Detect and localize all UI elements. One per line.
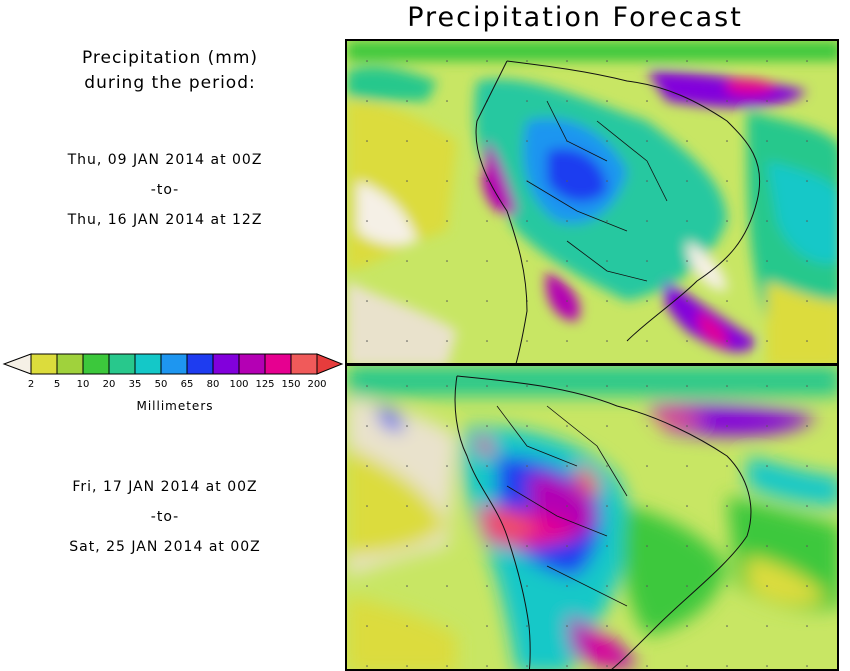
colorbar-tick-label: 35 <box>128 379 142 390</box>
colorbar-under-arrow <box>2 353 32 375</box>
colorbar-tick-label: 10 <box>76 379 90 390</box>
colorbar-tick-label: 5 <box>53 379 61 390</box>
colorbar-tick-label: 2 <box>27 379 35 390</box>
forecast-map-period2 <box>345 364 839 671</box>
period2-start: Fri, 17 JAN 2014 at 00Z <box>72 479 258 495</box>
colorbar-segment <box>212 353 240 375</box>
colorbar-unit-label: Millimeters <box>136 399 214 413</box>
colorbar-segment <box>134 353 162 375</box>
period1-end: Thu, 16 JAN 2014 at 12Z <box>67 212 263 228</box>
colorbar-tick-label: 20 <box>102 379 116 390</box>
subtitle-line2: during the period: <box>84 73 256 93</box>
period1-to: -to- <box>150 182 180 198</box>
colorbar-over-arrow <box>316 353 344 375</box>
page-title: Precipitation Forecast <box>407 2 743 33</box>
colorbar-segment <box>264 353 292 375</box>
colorbar-tick-label: 50 <box>154 379 168 390</box>
colorbar-segment <box>108 353 136 375</box>
colorbar-segment <box>290 353 318 375</box>
colorbar-tick-label: 100 <box>229 379 249 390</box>
colorbar-segment <box>82 353 110 375</box>
colorbar-segment <box>160 353 188 375</box>
colorbar-segment <box>186 353 214 375</box>
colorbar-tick-label: 65 <box>180 379 194 390</box>
colorbar-tick-label: 125 <box>255 379 275 390</box>
colorbar-segment <box>238 353 266 375</box>
colorbar-segment <box>30 353 58 375</box>
forecast-map-period1 <box>345 39 839 365</box>
period2-end: Sat, 25 JAN 2014 at 00Z <box>69 539 261 555</box>
colorbar-tick-label: 80 <box>206 379 220 390</box>
period2-to: -to- <box>150 509 180 525</box>
colorbar-tick-label: 150 <box>281 379 301 390</box>
precipitation-colorbar <box>2 353 344 375</box>
period1-start: Thu, 09 JAN 2014 at 00Z <box>67 152 263 168</box>
colorbar-segment <box>56 353 84 375</box>
colorbar-tick-label: 200 <box>307 379 327 390</box>
subtitle-line1: Precipitation (mm) <box>81 48 259 68</box>
